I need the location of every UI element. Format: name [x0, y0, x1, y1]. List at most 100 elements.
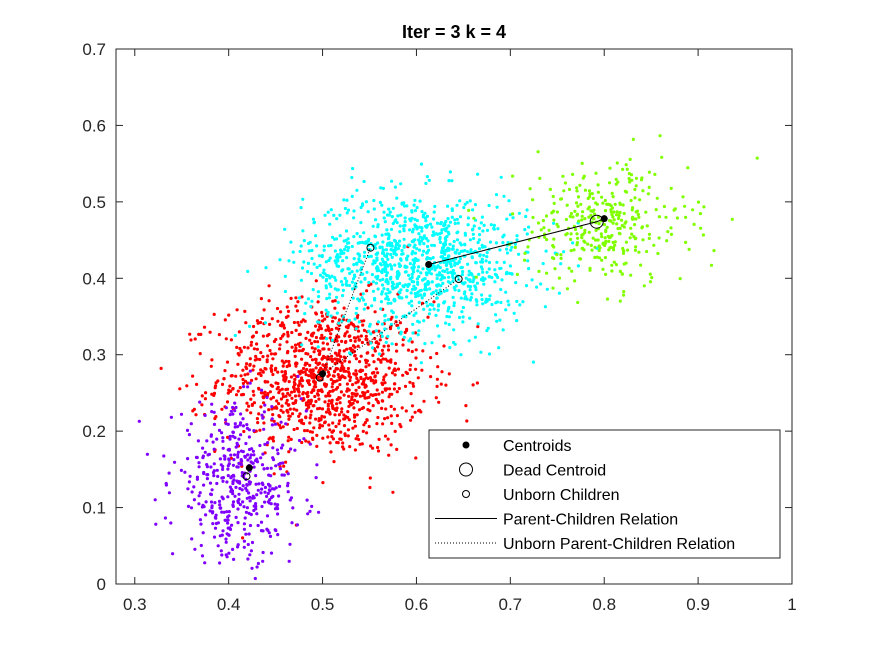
data-point — [290, 412, 295, 416]
data-point — [502, 260, 506, 264]
data-point — [222, 510, 226, 514]
data-point — [372, 360, 376, 364]
data-point — [391, 287, 395, 291]
data-point — [220, 407, 224, 411]
data-point — [363, 302, 368, 306]
data-point — [216, 379, 220, 383]
data-point — [306, 261, 310, 265]
data-point — [341, 315, 346, 319]
data-point — [481, 270, 485, 274]
data-point — [272, 419, 276, 423]
data-point — [444, 229, 448, 233]
data-point — [250, 335, 254, 339]
data-point — [301, 392, 305, 396]
data-point — [615, 222, 619, 226]
data-point — [216, 521, 220, 525]
data-point — [241, 536, 245, 540]
data-point — [563, 181, 568, 185]
data-point — [712, 249, 716, 253]
data-point — [409, 392, 413, 396]
data-point — [622, 211, 626, 216]
data-point — [401, 284, 405, 288]
data-point — [422, 319, 426, 323]
data-point — [476, 322, 480, 326]
data-point — [362, 231, 366, 235]
data-point — [625, 167, 629, 171]
data-point — [263, 321, 267, 325]
data-point — [274, 486, 278, 490]
data-point — [314, 324, 318, 328]
data-point — [382, 378, 386, 382]
data-point — [410, 404, 415, 408]
data-point — [381, 268, 385, 272]
data-point — [345, 382, 349, 386]
data-point — [495, 319, 499, 323]
data-point — [410, 239, 414, 244]
data-point — [195, 382, 199, 386]
data-point — [267, 408, 271, 412]
data-point — [446, 246, 450, 250]
data-point — [361, 390, 365, 395]
data-point — [340, 269, 344, 273]
data-point — [551, 194, 555, 199]
data-point — [309, 413, 313, 417]
data-point — [230, 523, 234, 527]
data-point — [616, 227, 620, 231]
data-point — [270, 364, 274, 368]
data-point — [314, 417, 318, 421]
data-point — [230, 474, 234, 478]
data-point — [236, 450, 240, 454]
data-point — [314, 385, 318, 389]
data-point — [261, 483, 265, 487]
data-point — [284, 315, 288, 319]
data-point — [337, 358, 341, 362]
data-point — [312, 221, 316, 225]
data-point — [304, 416, 308, 420]
data-point — [226, 521, 230, 525]
data-point — [580, 233, 584, 237]
data-point — [306, 330, 310, 334]
data-point — [550, 210, 554, 214]
data-point — [629, 173, 634, 177]
data-point — [396, 273, 400, 277]
data-point — [425, 225, 429, 229]
data-point — [386, 282, 390, 286]
data-point — [219, 506, 223, 510]
data-point — [482, 282, 486, 286]
data-point — [308, 509, 312, 513]
data-point — [231, 386, 235, 391]
data-point — [300, 295, 304, 299]
data-point — [447, 315, 451, 319]
data-point — [347, 418, 351, 422]
data-point — [588, 268, 592, 272]
data-point — [426, 239, 430, 243]
data-point — [235, 345, 239, 349]
data-point — [304, 351, 308, 356]
data-point — [265, 395, 269, 400]
data-point — [271, 357, 275, 361]
data-point — [380, 283, 385, 287]
data-point — [244, 441, 248, 446]
data-point — [199, 543, 203, 548]
data-point — [573, 209, 577, 213]
data-point — [329, 243, 333, 248]
data-point — [320, 253, 324, 258]
data-point — [629, 273, 633, 277]
data-point — [210, 358, 214, 362]
data-point — [429, 356, 433, 360]
data-point — [594, 238, 598, 242]
data-point — [255, 342, 259, 346]
data-point — [279, 426, 283, 430]
data-point — [380, 406, 384, 410]
data-point — [453, 218, 457, 222]
data-point — [441, 269, 445, 273]
data-point — [352, 235, 356, 239]
data-point — [286, 333, 290, 337]
data-point — [408, 380, 412, 384]
data-point — [559, 262, 563, 266]
data-point — [249, 512, 253, 517]
data-point — [618, 210, 622, 215]
data-point — [385, 243, 389, 247]
data-point — [284, 375, 288, 380]
data-point — [229, 409, 233, 413]
